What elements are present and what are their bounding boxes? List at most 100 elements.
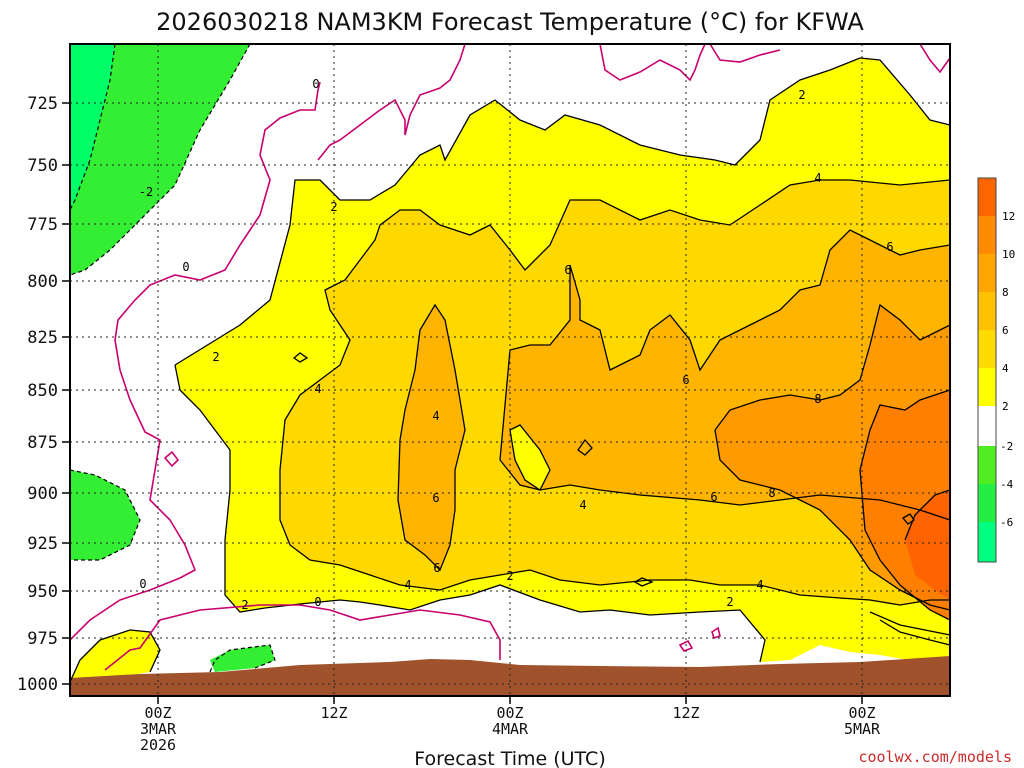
colorbar-label: 4 bbox=[1002, 362, 1009, 375]
negative-contours bbox=[69, 43, 276, 673]
y-tick-label: 850 bbox=[27, 381, 58, 401]
band-plus2-lowleft bbox=[70, 630, 160, 682]
temperature-contours bbox=[69, 57, 951, 683]
colorbar-label: -6 bbox=[1000, 516, 1013, 529]
x-tick-label: 2026 bbox=[140, 736, 176, 754]
contour-label: 2 bbox=[798, 88, 805, 102]
contour-line bbox=[224, 450, 766, 663]
contour-line bbox=[69, 469, 141, 561]
x-axis-title: Forecast Time (UTC) bbox=[414, 748, 605, 768]
contour-label: 8 bbox=[814, 392, 821, 406]
colorbar-label: 2 bbox=[1002, 400, 1009, 413]
contour-line bbox=[599, 43, 706, 82]
band-minus4-upper bbox=[70, 44, 115, 210]
x-tick-label: 12Z bbox=[320, 704, 347, 722]
colorbar-swatch bbox=[978, 406, 996, 446]
zero-contours bbox=[69, 43, 951, 671]
x-axis: 00Z 3MAR 2026 12Z 00Z 4MAR 12Z 00Z 5MAR bbox=[140, 696, 881, 754]
contour-line bbox=[859, 389, 951, 471]
y-tick-label: 900 bbox=[27, 484, 58, 504]
contour-line bbox=[879, 619, 951, 646]
contour-label: 4 bbox=[404, 578, 411, 592]
contour-line bbox=[317, 43, 466, 161]
contour-label: 2 bbox=[726, 595, 733, 609]
y-tick-label: 825 bbox=[27, 328, 58, 348]
contour-line bbox=[714, 303, 951, 431]
colorbar-frame bbox=[977, 177, 997, 563]
chart-title: 2026030218 NAM3KM Forecast Temperature (… bbox=[156, 8, 864, 36]
contour-line bbox=[292, 352, 309, 363]
colorbar-swatch bbox=[978, 522, 996, 562]
y-tick-label: 1000 bbox=[17, 675, 58, 695]
contour-label: 4 bbox=[756, 578, 763, 592]
band-plus2-island bbox=[510, 425, 550, 490]
contour-label: 6 bbox=[564, 263, 571, 277]
contour-label: 4 bbox=[579, 498, 586, 512]
contour-line bbox=[904, 489, 951, 541]
contour-label: 0 bbox=[139, 577, 146, 591]
colorbar-label: 12 bbox=[1002, 210, 1015, 223]
colorbar-swatch bbox=[978, 178, 996, 216]
contour-line bbox=[509, 424, 551, 491]
colorbar-swatch bbox=[978, 368, 996, 406]
colorbar-swatch bbox=[978, 484, 996, 522]
y-tick-label: 950 bbox=[27, 582, 58, 602]
contour-label: 2 bbox=[241, 598, 248, 612]
contour-line bbox=[577, 438, 593, 456]
contour-line bbox=[104, 604, 501, 671]
contour-label: 2 bbox=[506, 569, 513, 583]
contour-line bbox=[69, 81, 321, 641]
contour-label: 6 bbox=[433, 561, 440, 575]
y-tick-label: 725 bbox=[27, 94, 58, 114]
grid bbox=[70, 44, 950, 696]
y-tick-label: 800 bbox=[27, 272, 58, 292]
y-tick-label: 975 bbox=[27, 629, 58, 649]
contour-label: 6 bbox=[886, 240, 893, 254]
contour-label: 0 bbox=[314, 595, 321, 609]
contour-line bbox=[174, 57, 951, 366]
band-plus12 bbox=[905, 490, 950, 600]
contour-line bbox=[709, 43, 781, 63]
contour-label: 6 bbox=[710, 490, 717, 504]
x-tick-label: 5MAR bbox=[844, 720, 881, 738]
contour-line bbox=[209, 644, 276, 673]
band-minus2-upper bbox=[70, 44, 250, 275]
contour-line bbox=[859, 469, 951, 621]
colorbar-swatch bbox=[978, 446, 996, 484]
contour-line bbox=[163, 450, 180, 468]
contour-label: 0 bbox=[312, 77, 319, 91]
contour-label: 4 bbox=[432, 409, 439, 423]
contour-line bbox=[869, 611, 951, 636]
contour-label: 0 bbox=[182, 260, 189, 274]
x-tick-label: 00Z bbox=[848, 704, 875, 722]
y-tick-label: 750 bbox=[27, 156, 58, 176]
x-tick-label: 00Z bbox=[496, 704, 523, 722]
contour-line bbox=[69, 43, 116, 211]
contour-line bbox=[678, 639, 694, 652]
contour-label: -2 bbox=[139, 185, 153, 199]
contour-line bbox=[919, 43, 951, 74]
contour-line bbox=[902, 513, 915, 525]
contour-line bbox=[174, 364, 231, 451]
band-minus2-lower bbox=[70, 470, 140, 560]
x-tick-label: 12Z bbox=[672, 704, 699, 722]
x-tick-label: 00Z bbox=[144, 704, 171, 722]
contour-label: 2 bbox=[212, 350, 219, 364]
colorbar-swatch bbox=[978, 292, 996, 330]
x-tick-label: 3MAR bbox=[140, 720, 177, 738]
contour-line bbox=[69, 629, 161, 683]
contour-label: 6 bbox=[432, 491, 439, 505]
colorbar-label: -4 bbox=[1000, 478, 1014, 491]
contour-line bbox=[633, 577, 654, 587]
colorbar-label: -2 bbox=[1000, 440, 1013, 453]
colorbar-label: 8 bbox=[1002, 286, 1009, 299]
y-tick-label: 875 bbox=[27, 433, 58, 453]
contour-label: 4 bbox=[314, 382, 321, 396]
contour-line bbox=[499, 229, 951, 461]
colorbar: 12 10 8 6 4 2 -2 -4 -6 bbox=[977, 177, 1015, 563]
contour-line bbox=[69, 43, 251, 276]
colorbar-swatch bbox=[978, 216, 996, 254]
x-tick-label: 4MAR bbox=[492, 720, 529, 738]
band-minus2-small bbox=[210, 645, 275, 672]
